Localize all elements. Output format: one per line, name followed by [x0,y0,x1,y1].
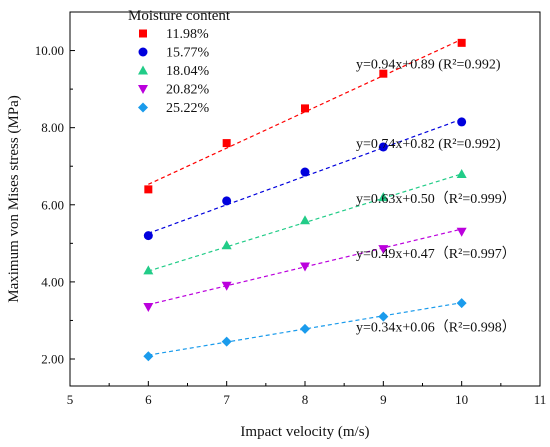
legend: Moisture content 11.98% 15.77% 18.04% 20.82… [128,8,231,116]
fit-annotations: y=0.94x+0.89 (R²=0.992) y=0.74x+0.82 (R²=… [356,57,516,335]
legend-label: 15.77% [166,46,210,61]
data-point [222,196,232,206]
legend-marker [138,102,148,113]
y-tick-label: 8.00 [41,120,64,135]
data-point [300,323,310,334]
data-point [456,227,467,237]
x-tick-label: 5 [67,392,74,407]
data-point [378,311,389,322]
data-point [378,245,389,255]
x-tick-label: 10 [455,392,468,407]
data-point [457,117,467,127]
x-tick-label: 9 [380,392,387,407]
y-tick-label: 10.00 [35,43,64,58]
x-tick-label: 7 [223,392,230,407]
legend-label: 11.98% [166,27,209,42]
data-point [143,265,154,275]
y-axis: 2.00 4.00 6.00 8.00 10.00 [35,11,75,367]
legend-marker [138,47,148,57]
data-point [456,298,467,309]
fit-equation-label: y=0.49x+0.47（R²=0.997） [356,246,516,262]
data-point [143,302,154,312]
fit-equation-label: y=0.63x+0.50（R²=0.999） [356,191,516,207]
data-point [378,192,389,202]
fit-equation-label: y=0.34x+0.06（R²=0.998） [356,320,516,336]
data-point [221,281,232,291]
legend-marker [139,29,147,38]
data-point [143,231,153,241]
x-axis: 5 6 7 8 9 10 11 [67,381,547,407]
trend-line [148,38,462,185]
fit-equation-label: y=0.74x+0.82 (R²=0.992) [356,137,501,152]
y-tick-label: 6.00 [41,197,64,212]
fit-equation-label: y=0.94x+0.89 (R²=0.992) [356,57,501,72]
legend-label: 25.22% [166,101,210,116]
legend-marker [138,65,148,75]
legend-title: Moisture content [128,8,231,24]
data-points [143,38,467,362]
data-point [457,38,466,47]
legend-label: 18.04% [166,64,210,79]
data-point [143,351,154,362]
data-point [378,142,388,152]
y-axis-title: Maximum von Mises stress (MPa) [6,95,22,303]
data-point [222,139,231,148]
data-point [300,215,310,225]
data-point [144,185,153,194]
data-point [221,336,232,347]
y-tick-label: 2.00 [41,352,64,367]
x-tick-label: 8 [302,392,309,407]
x-tick-label: 11 [534,392,547,407]
data-point [300,262,310,272]
trend-line [148,302,462,356]
data-point [301,104,309,113]
data-point [456,168,467,178]
x-axis-title: Impact velocity (m/s) [240,424,369,440]
data-point [300,167,310,177]
legend-marker [138,85,148,94]
y-tick-label: 4.00 [41,274,64,289]
data-point [379,69,388,78]
legend-label: 20.82% [166,83,210,98]
x-tick-label: 6 [145,392,152,407]
data-point [221,240,232,250]
